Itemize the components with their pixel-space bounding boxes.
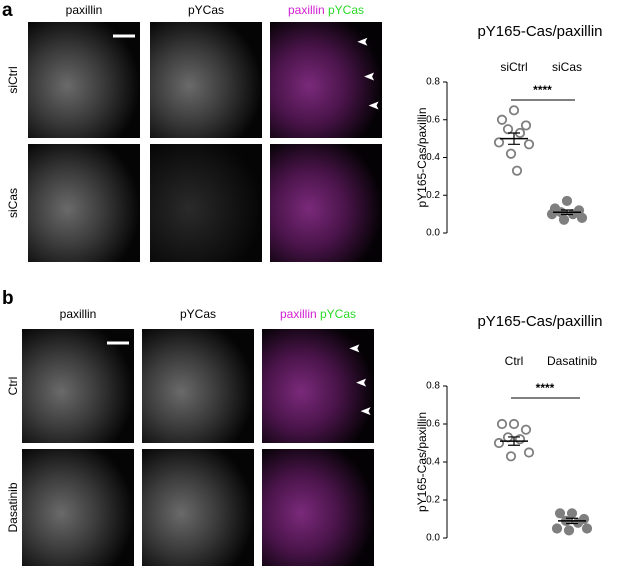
data-point (523, 447, 535, 458)
y-tick-label: 0.0 (426, 533, 440, 544)
data-point (563, 525, 575, 536)
data-point (551, 523, 563, 534)
merge-header: paxillin pYCas (280, 307, 356, 321)
data-point (520, 120, 532, 131)
micrograph (262, 449, 374, 566)
category-label: Dasatinib (547, 354, 597, 368)
significance-label: **** (536, 381, 555, 395)
column-header: pYCas (180, 307, 216, 321)
micrograph (22, 329, 134, 443)
row-label: Ctrl (6, 377, 20, 396)
micrograph (142, 329, 254, 443)
arrow (360, 407, 371, 416)
data-point (493, 137, 505, 148)
y-tick-label: 0.6 (426, 114, 440, 125)
y-axis-label: pY165-Cas/paxillin (415, 412, 429, 512)
y-tick-label: 0.0 (426, 228, 440, 239)
data-point (496, 114, 508, 125)
y-tick-label: 0.8 (426, 77, 440, 88)
data-point (514, 434, 526, 445)
micrograph (150, 144, 262, 262)
category-label: siCas (552, 60, 582, 74)
data-point (520, 424, 532, 435)
column-header: paxillin (66, 3, 103, 17)
data-point (576, 212, 588, 223)
error-bar (508, 436, 520, 446)
data-point (505, 451, 517, 462)
merge-channel: paxillin (280, 307, 317, 321)
column-header: paxillin (60, 307, 97, 321)
data-point (508, 105, 520, 116)
data-point (502, 124, 514, 135)
arrow (364, 72, 375, 81)
chart-title: pY165-Cas/paxillin (477, 23, 602, 40)
merge-header: paxillin pYCas (288, 3, 364, 17)
data-point (546, 209, 558, 220)
y-tick-label: 0.4 (426, 152, 440, 163)
significance-label: **** (533, 83, 552, 97)
y-tick-label: 0.2 (426, 190, 440, 201)
data-point (572, 517, 584, 528)
data-point (493, 437, 505, 449)
row-label: siCtrl (6, 66, 20, 93)
merge-channel: pYCas (320, 307, 356, 321)
data-point (496, 418, 508, 430)
panel-label: a (2, 0, 13, 21)
data-point (511, 165, 523, 176)
chart-title: pY165-Cas/paxillin (477, 313, 602, 330)
y-tick-label: 0.4 (426, 457, 440, 468)
category-label: siCtrl (500, 60, 527, 74)
error-bar (566, 517, 578, 525)
micrograph (270, 144, 382, 262)
data-point (554, 508, 566, 519)
micrograph (150, 22, 262, 138)
column-header: pYCas (188, 3, 224, 17)
category-label: Ctrl (505, 354, 524, 368)
arrow (368, 101, 379, 110)
arrow (357, 37, 368, 46)
y-axis-label: pY165-Cas/paxillin (415, 107, 429, 207)
row-label: siCas (6, 188, 20, 218)
data-point (561, 195, 573, 207)
data-point (523, 139, 535, 150)
arrow (356, 378, 367, 387)
error-bar (561, 209, 573, 216)
micrograph (28, 22, 140, 138)
merge-channel: paxillin (288, 3, 325, 17)
panel-label: b (2, 288, 14, 309)
arrow (349, 344, 360, 353)
data-point (505, 148, 517, 159)
micrograph (28, 144, 140, 262)
data-point (558, 214, 570, 225)
micrograph (22, 449, 134, 566)
micrograph (142, 449, 254, 566)
y-tick-label: 0.6 (426, 419, 440, 430)
data-point (566, 508, 578, 519)
data-point (581, 523, 593, 534)
error-bar (508, 132, 520, 145)
y-tick-label: 0.8 (426, 381, 440, 392)
merge-channel: pYCas (328, 3, 364, 17)
data-point (508, 418, 520, 430)
row-label: Dasatinib (6, 482, 20, 532)
y-tick-label: 0.2 (426, 495, 440, 506)
